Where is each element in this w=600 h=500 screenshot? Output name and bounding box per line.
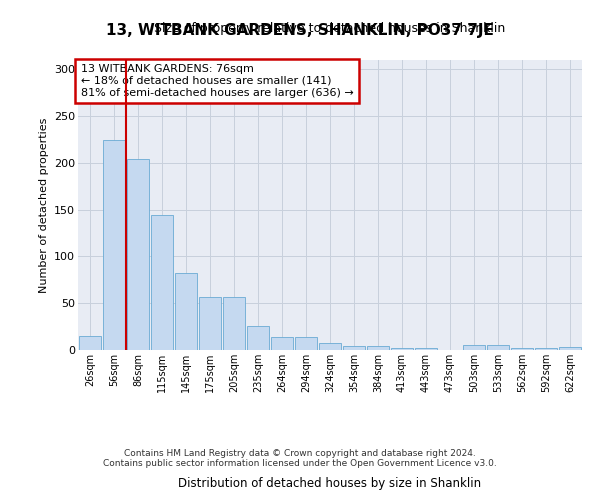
Bar <box>127 159 149 350</box>
Text: Contains public sector information licensed under the Open Government Licence v3: Contains public sector information licen… <box>103 458 497 468</box>
Bar <box>367 346 389 350</box>
Bar <box>199 296 221 350</box>
Bar <box>223 296 245 350</box>
Bar <box>391 348 413 350</box>
Y-axis label: Number of detached properties: Number of detached properties <box>38 118 49 292</box>
Bar <box>103 140 125 350</box>
Bar <box>487 346 509 350</box>
Bar <box>271 337 293 350</box>
Bar <box>295 337 317 350</box>
Bar <box>247 326 269 350</box>
Text: Contains HM Land Registry data © Crown copyright and database right 2024.: Contains HM Land Registry data © Crown c… <box>124 448 476 458</box>
Text: 13 WITBANK GARDENS: 76sqm
← 18% of detached houses are smaller (141)
81% of semi: 13 WITBANK GARDENS: 76sqm ← 18% of detac… <box>80 64 353 98</box>
Bar <box>151 216 173 350</box>
Bar <box>511 348 533 350</box>
Bar <box>415 348 437 350</box>
Text: Distribution of detached houses by size in Shanklin: Distribution of detached houses by size … <box>178 477 482 490</box>
Text: 13, WITBANK GARDENS, SHANKLIN, PO37 7JE: 13, WITBANK GARDENS, SHANKLIN, PO37 7JE <box>106 22 494 38</box>
Bar <box>559 347 581 350</box>
Bar <box>535 348 557 350</box>
Bar <box>319 342 341 350</box>
Bar <box>175 274 197 350</box>
Bar <box>343 346 365 350</box>
Bar <box>463 346 485 350</box>
Bar <box>79 336 101 350</box>
Title: Size of property relative to detached houses in Shanklin: Size of property relative to detached ho… <box>154 22 506 35</box>
